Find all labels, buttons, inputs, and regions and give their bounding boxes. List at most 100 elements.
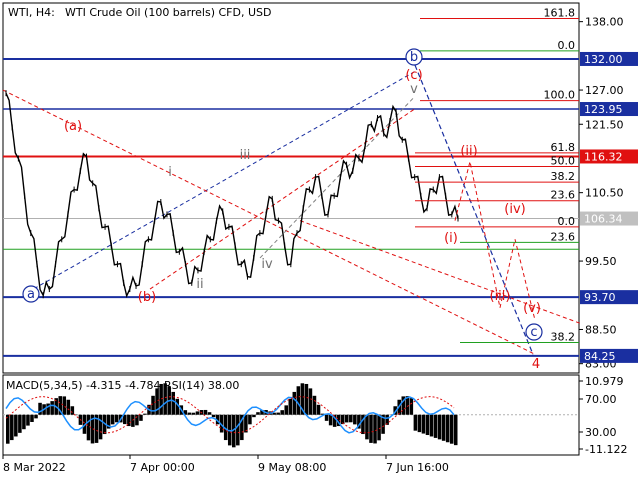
- wave-label: ii: [196, 277, 203, 292]
- macd-bar: [34, 414, 38, 419]
- trendline-red-up: [149, 108, 416, 290]
- trendline-blue: [27, 70, 416, 293]
- macd-bar: [90, 414, 95, 444]
- macd-bar: [123, 414, 127, 425]
- macd-bar: [393, 406, 397, 415]
- macd-bar: [361, 414, 365, 435]
- macd-bar: [38, 402, 42, 415]
- macd-bar: [187, 412, 192, 415]
- macd-bar: [385, 414, 389, 425]
- trendline-grey: [259, 95, 416, 259]
- time-tick-label: 8 Mar 2022: [3, 461, 66, 474]
- macd-bar: [183, 410, 188, 415]
- macd-bar: [296, 386, 301, 415]
- projection-blue: [414, 64, 534, 355]
- macd-bar: [340, 414, 345, 425]
- macd-bar: [284, 405, 288, 415]
- macd-bar: [441, 414, 446, 441]
- time-axis: 8 Mar 2022 7 Apr 00:00 9 May 08:00 7 Jun 16…: [2, 455, 449, 474]
- macd-bar: [127, 414, 131, 427]
- macd-bar: [413, 414, 418, 431]
- wave-label: (ii): [460, 144, 477, 159]
- price-series-layer: [5, 90, 459, 299]
- fib-label: 0.0: [558, 39, 576, 52]
- price-tag-label: 132.00: [584, 53, 623, 66]
- macd-bar: [62, 396, 67, 415]
- macd-bar: [195, 411, 200, 415]
- price-tick-label: 121.50: [585, 118, 624, 131]
- macd-bar: [288, 398, 293, 415]
- macd-bar: [175, 398, 180, 415]
- wave-circle-label: c: [530, 325, 537, 340]
- projection-layer: [414, 64, 536, 355]
- chart-symbol: WTI, H4:: [8, 6, 55, 19]
- wave-label: iii: [240, 148, 251, 163]
- macd-bar: [70, 406, 75, 415]
- fib-label: 100.0: [544, 89, 576, 102]
- price-tag-label: 123.95: [584, 103, 623, 116]
- macd-bar: [163, 383, 167, 415]
- macd-bar: [280, 410, 284, 415]
- macd-bar: [98, 414, 103, 440]
- macd-bar: [50, 401, 54, 415]
- macd-bar: [106, 414, 111, 429]
- price-tag: [580, 348, 638, 363]
- macd-bar: [171, 391, 175, 415]
- macd-bar: [110, 414, 115, 425]
- macd-bar: [449, 414, 454, 444]
- time-tick-label: 7 Jun 16:00: [386, 461, 449, 474]
- wave-circle: [525, 323, 543, 341]
- macd-bar: [215, 414, 220, 425]
- macd-bar: [151, 395, 155, 415]
- macd-bar: [252, 414, 256, 418]
- macd-bar: [139, 414, 143, 421]
- macd-bar: [405, 396, 410, 415]
- macd-bar: [26, 414, 30, 426]
- macd-bar: [143, 413, 147, 415]
- fib-label: 38.2: [551, 331, 576, 344]
- macd-bar: [308, 388, 313, 415]
- price-tick-label: 88.50: [585, 323, 617, 336]
- macd-bar: [312, 395, 317, 415]
- macd-bar: [345, 414, 349, 423]
- wave-circle-label: a: [27, 287, 35, 302]
- wave-circle-label: b: [410, 50, 418, 65]
- indicator-layer: 10.979 70.00 30.00 -11.122: [3, 375, 627, 456]
- macd-signal-line: [5, 396, 455, 434]
- macd-bar: [191, 412, 196, 415]
- price-tag-label: 84.25: [584, 350, 616, 363]
- price-line: [5, 92, 459, 299]
- fib-label: 0.0: [558, 215, 576, 228]
- macd-bar: [86, 414, 91, 441]
- macd-bar: [353, 414, 357, 425]
- macd-bar: [304, 383, 309, 415]
- price-tag-label: 116.32: [584, 150, 623, 163]
- macd-bar: [46, 403, 50, 415]
- fib-label: 161.8: [544, 7, 576, 20]
- price-tag: [580, 102, 638, 117]
- price-tag-label: 106.34: [584, 213, 623, 226]
- price-tick-label: 138.00: [585, 16, 624, 29]
- wave-circle: [22, 285, 40, 303]
- wave-label: (c): [405, 68, 422, 83]
- wave-label: v: [410, 82, 418, 97]
- macd-bar: [316, 404, 321, 415]
- macd-bar: [433, 414, 438, 438]
- macd-bar: [445, 414, 450, 443]
- price-axis: 138.00127.00121.50110.5099.5088.5083.001…: [579, 16, 638, 371]
- chart-instrument: WTI Crude Oil (100 barrels) CFD, USD: [65, 6, 271, 19]
- macd-bar: [417, 414, 422, 433]
- macd-bar: [10, 414, 14, 441]
- wave-label: (a): [64, 119, 82, 134]
- macd-bar: [336, 414, 341, 427]
- price-tag: [580, 211, 638, 226]
- macd-bar: [203, 409, 208, 415]
- macd-bar: [437, 414, 442, 440]
- macd-bar: [219, 414, 224, 433]
- trendline-red-down: [2, 89, 536, 355]
- macd-bar: [328, 414, 333, 426]
- macd-bar: [248, 414, 252, 425]
- macd-bar: [292, 391, 297, 415]
- macd-bar: [401, 396, 406, 415]
- macd-bar: [256, 412, 260, 415]
